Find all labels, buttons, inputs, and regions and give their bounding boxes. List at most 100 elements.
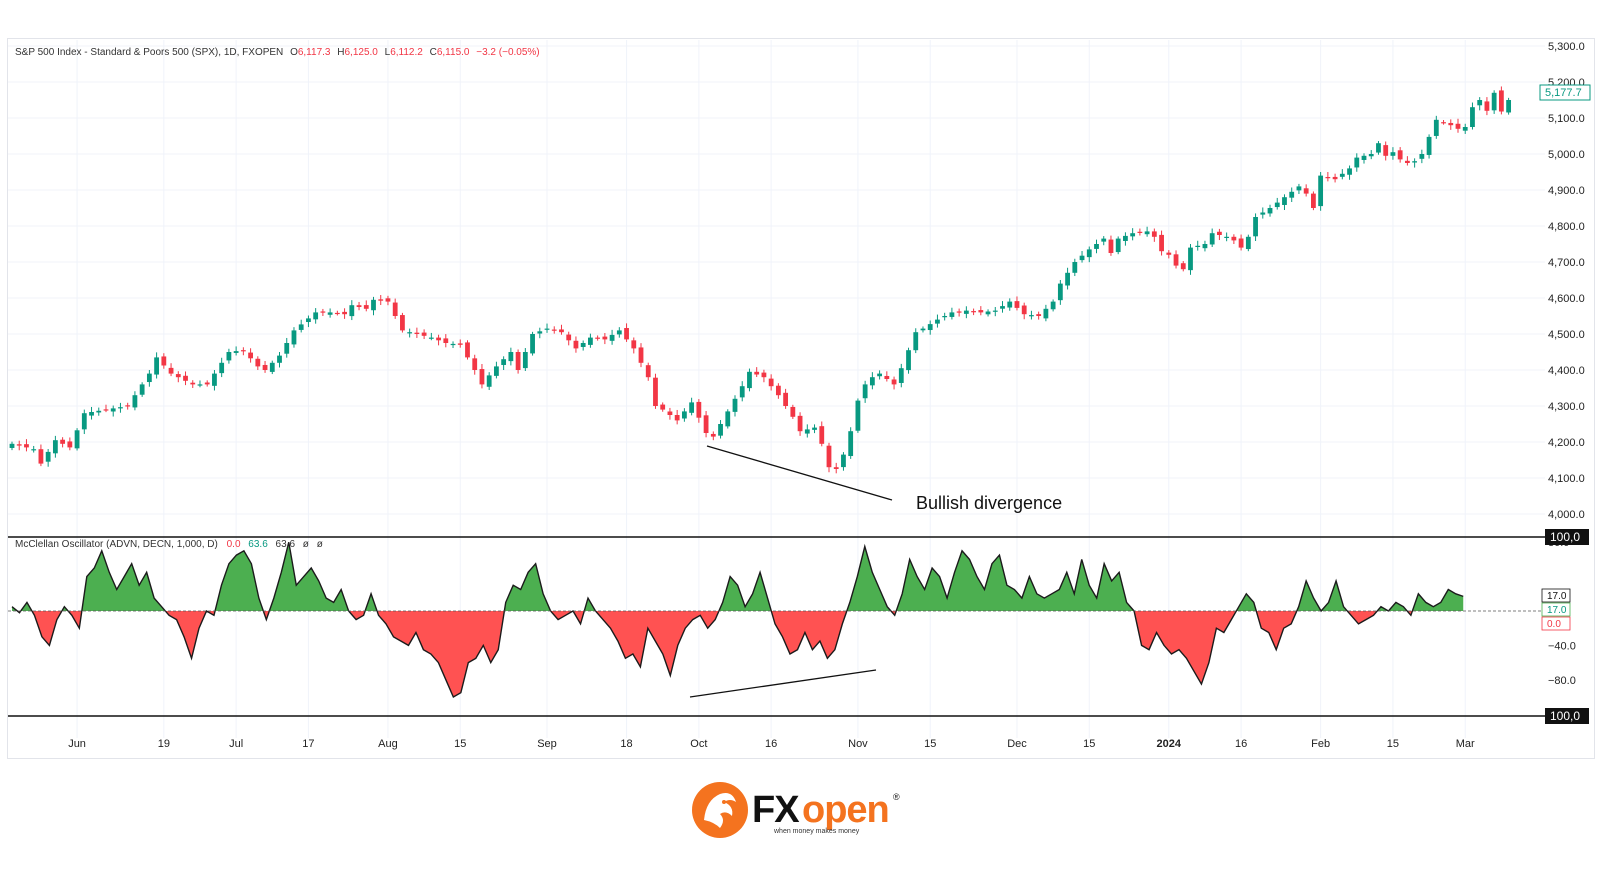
candle xyxy=(110,405,116,417)
candle xyxy=(1014,296,1020,311)
price-tick-label: 4,500.0 xyxy=(1548,329,1585,341)
candle xyxy=(573,336,579,353)
candle xyxy=(1202,240,1208,252)
candle xyxy=(414,327,420,338)
candle xyxy=(783,388,789,409)
candles[interactable] xyxy=(9,86,1512,474)
candle xyxy=(797,412,803,436)
candle xyxy=(1339,169,1345,180)
time-tick-label: Nov xyxy=(848,738,868,750)
candle xyxy=(1419,149,1425,164)
last-price-label: 5,177.7 xyxy=(1539,84,1591,101)
candle xyxy=(739,381,745,402)
candle xyxy=(1470,102,1475,130)
candle xyxy=(298,319,304,333)
candle xyxy=(74,428,80,451)
candle xyxy=(190,380,196,388)
candle xyxy=(1325,171,1331,182)
candle xyxy=(624,323,629,342)
candle xyxy=(1274,197,1280,210)
candle xyxy=(457,339,463,348)
candle xyxy=(1404,156,1410,166)
time-tick-label: 15 xyxy=(454,738,466,750)
candle xyxy=(291,327,297,348)
price-tick-label: 4,000.0 xyxy=(1548,509,1585,521)
candle xyxy=(16,440,22,451)
candle xyxy=(1231,234,1237,244)
candle xyxy=(645,362,651,381)
candle xyxy=(1455,118,1461,133)
candle xyxy=(631,337,637,354)
symbol-title: S&P 500 Index - Standard & Poors 500 (SP… xyxy=(15,47,540,58)
candle xyxy=(1433,115,1439,139)
candle xyxy=(508,347,514,366)
candle xyxy=(1224,232,1230,242)
candle xyxy=(674,409,680,425)
svg-text:100,0: 100,0 xyxy=(1550,530,1580,544)
candle xyxy=(616,327,622,338)
candle xyxy=(1101,236,1107,246)
candle xyxy=(530,331,535,356)
candle xyxy=(768,374,774,391)
osc-positive-area xyxy=(12,542,1464,611)
candle xyxy=(1057,280,1063,305)
candle xyxy=(1238,234,1244,251)
candle xyxy=(537,327,543,339)
svg-text:100,0: 100,0 xyxy=(1550,709,1580,723)
candle xyxy=(1296,183,1302,194)
candle xyxy=(1318,172,1324,211)
candle xyxy=(963,306,969,319)
candle xyxy=(1376,141,1381,155)
candle xyxy=(935,314,940,328)
candle xyxy=(327,308,333,318)
candle xyxy=(175,371,181,383)
candle xyxy=(428,332,434,341)
price-tick-label: 4,200.0 xyxy=(1548,437,1585,449)
candle xyxy=(588,333,593,348)
time-tick-label: Aug xyxy=(378,738,398,750)
logo-tagline: when money makes money xyxy=(773,828,860,835)
candle xyxy=(1159,230,1164,256)
candle xyxy=(595,335,601,341)
time-tick-label: 2024 xyxy=(1157,738,1182,750)
logo-word-fx: FX xyxy=(752,789,800,831)
candle xyxy=(248,348,253,363)
candle xyxy=(985,309,991,317)
candle xyxy=(1000,301,1005,313)
osc-tick-label: −40.0 xyxy=(1548,640,1576,652)
candle xyxy=(891,376,897,390)
candle xyxy=(522,348,528,371)
candle xyxy=(363,300,369,312)
svg-text:17.0: 17.0 xyxy=(1547,591,1567,602)
candle xyxy=(956,308,962,317)
candle xyxy=(146,370,152,387)
candle xyxy=(385,295,391,306)
candle xyxy=(559,324,564,335)
candle xyxy=(696,399,702,423)
candle xyxy=(1007,298,1013,311)
candle xyxy=(566,331,572,346)
band-label-bottom: 100,0 xyxy=(1545,708,1589,724)
candle xyxy=(1050,299,1056,312)
candle xyxy=(132,391,138,411)
candle xyxy=(761,369,767,383)
time-tick-label: 15 xyxy=(1387,738,1399,750)
candle xyxy=(826,442,832,473)
candle xyxy=(1383,141,1389,161)
candle xyxy=(877,370,882,380)
candle xyxy=(1311,191,1316,211)
candle xyxy=(89,406,94,420)
candle xyxy=(1195,240,1201,251)
candle xyxy=(1332,173,1338,183)
candle xyxy=(1036,311,1042,320)
logo-mascot-icon xyxy=(692,782,748,838)
candle xyxy=(392,298,398,319)
candle xyxy=(898,363,904,388)
candle xyxy=(400,312,405,333)
time-tick-label: 16 xyxy=(1235,738,1247,750)
oscillator-area[interactable] xyxy=(8,542,1545,698)
candle xyxy=(255,356,261,370)
candle xyxy=(580,340,586,351)
candle xyxy=(906,347,911,374)
